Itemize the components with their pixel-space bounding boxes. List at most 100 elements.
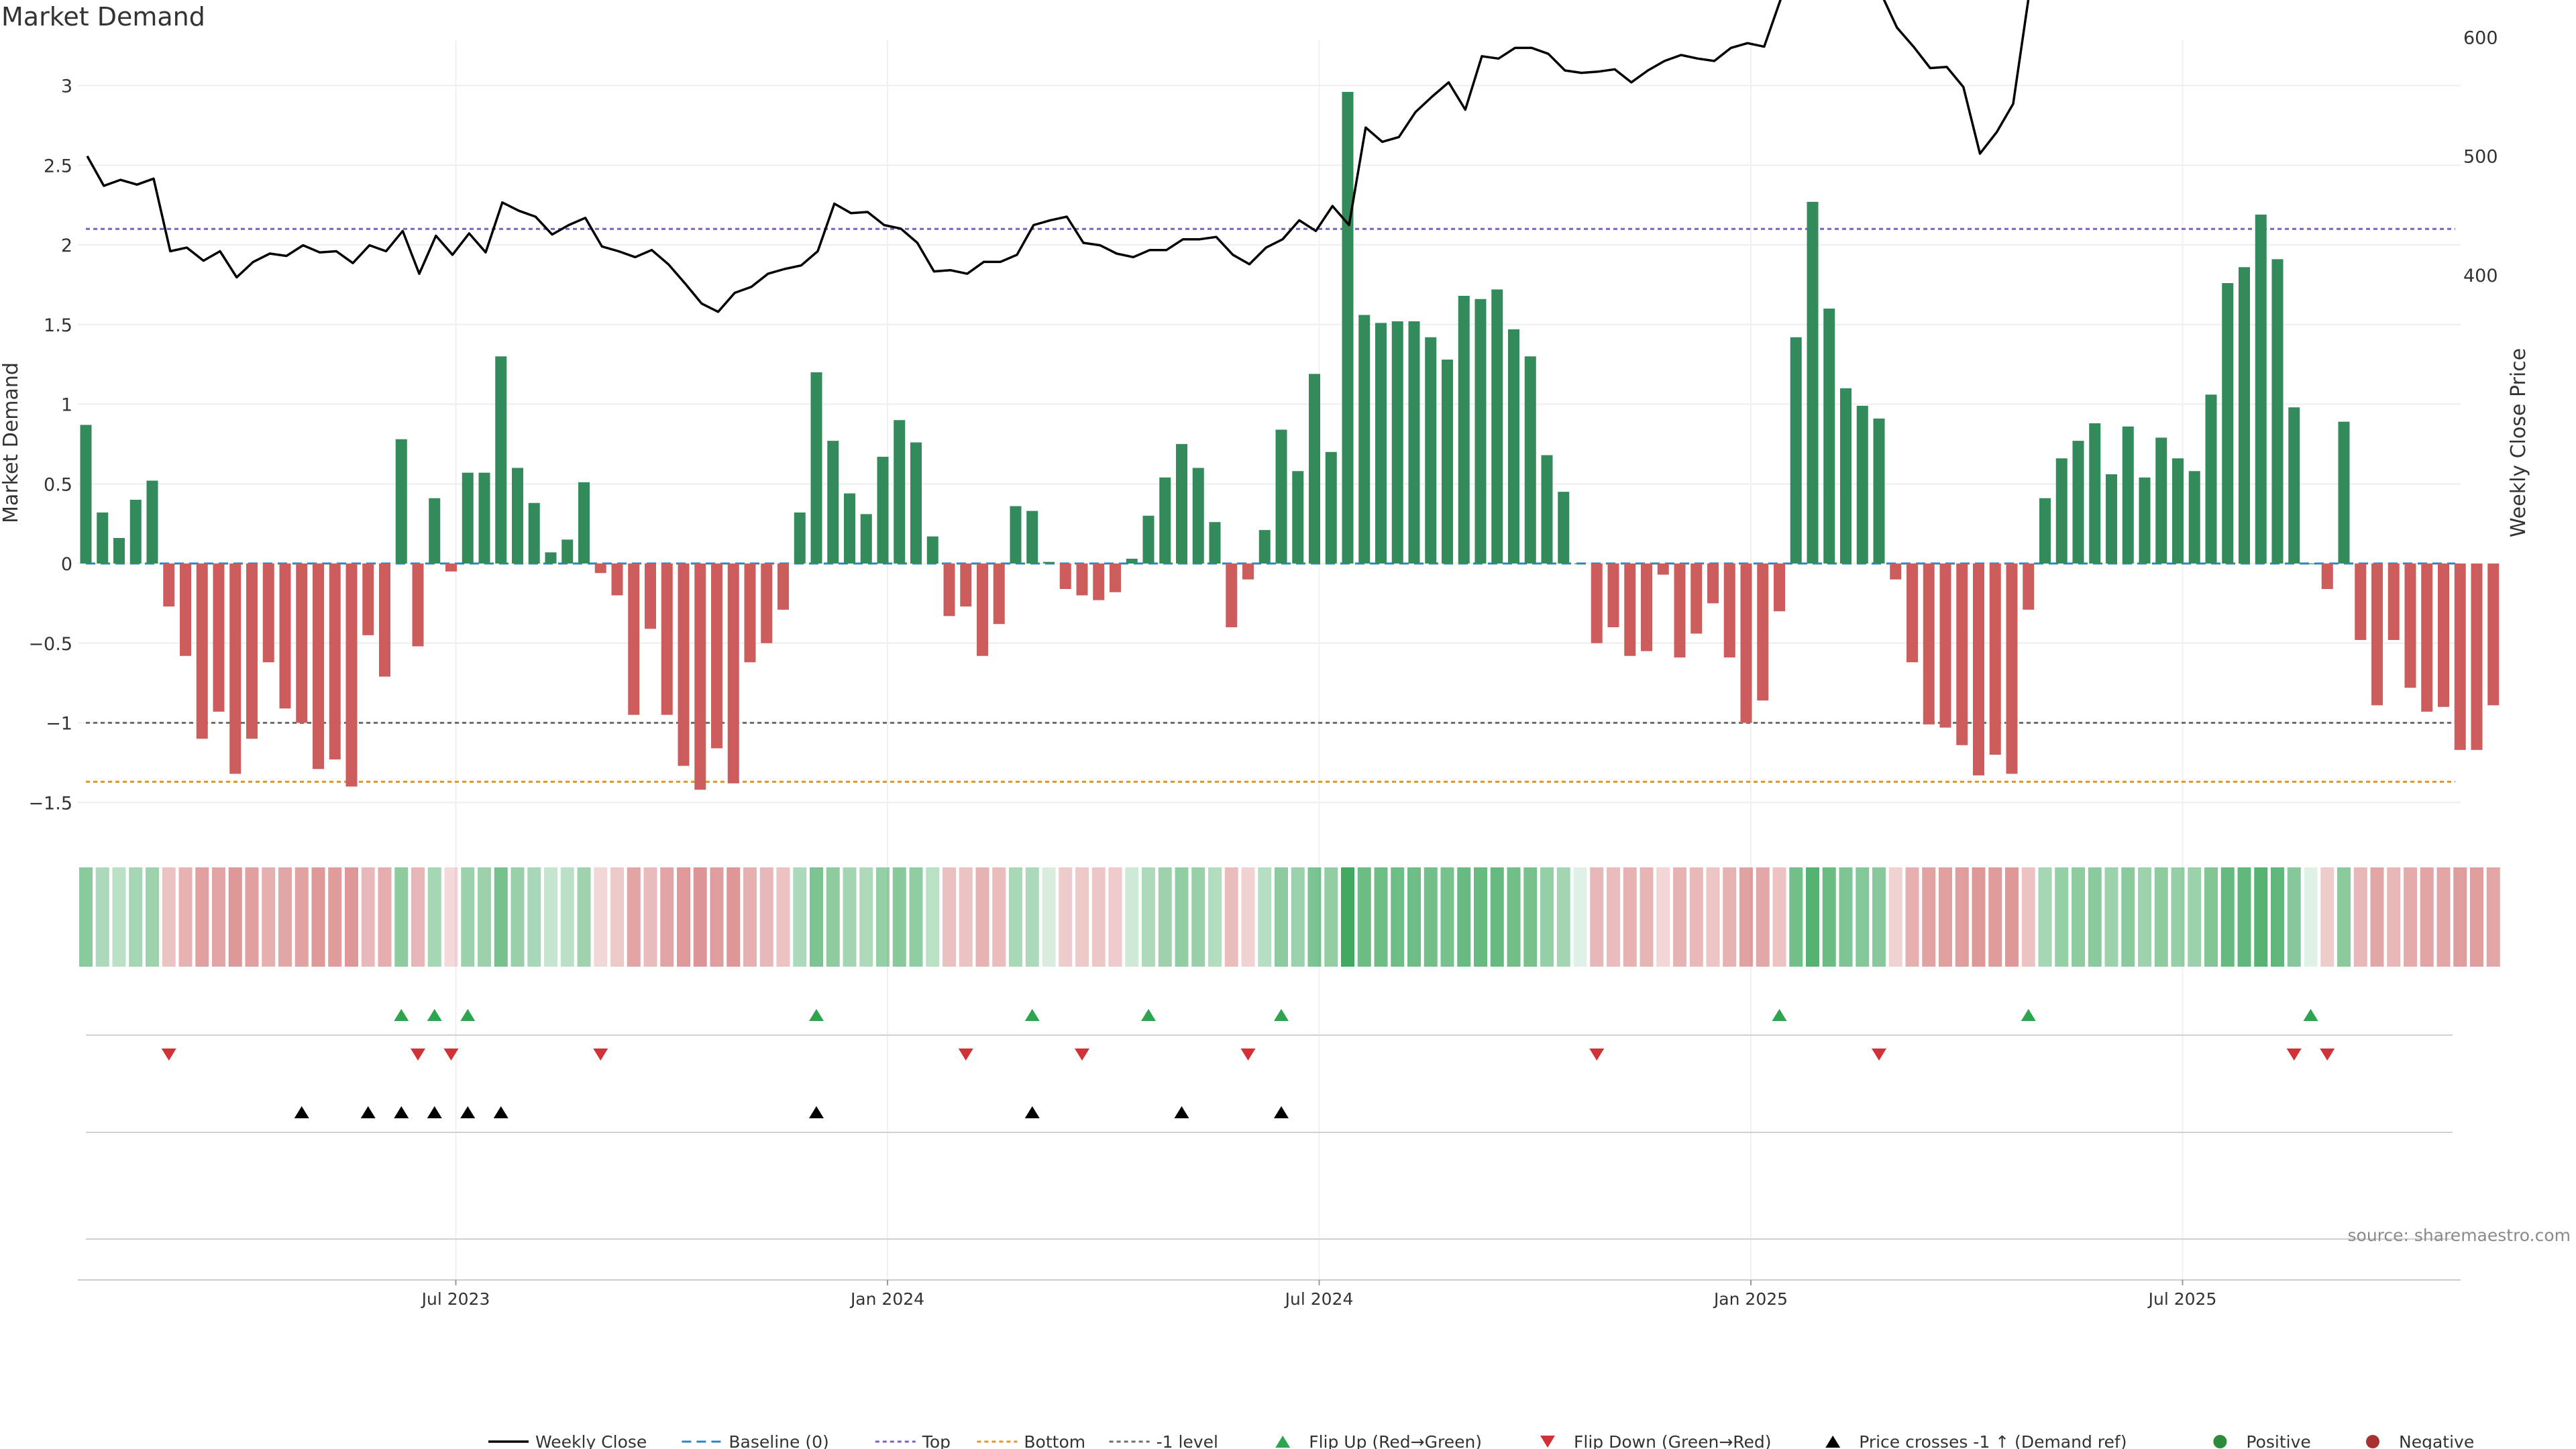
y-tick-label: 3: [61, 76, 72, 97]
heat-cell: [1939, 867, 1952, 967]
demand-bar: [213, 564, 225, 712]
heat-cell: [1556, 867, 1570, 967]
demand-bar: [2039, 498, 2051, 564]
x-tick-label: Jan 2024: [849, 1289, 924, 1309]
demand-bar: [2487, 564, 2500, 706]
heat-cell: [1291, 867, 1305, 967]
weekly-close-line: [86, 0, 2030, 313]
heat-cell: [660, 867, 674, 967]
heat-cell: [926, 867, 940, 967]
heat-cell: [1175, 867, 1189, 967]
heat-cell: [975, 867, 989, 967]
heat-cell: [627, 867, 641, 967]
x-tick-label: Jul 2023: [421, 1289, 490, 1309]
heat-cell: [710, 867, 724, 967]
heat-cell: [146, 867, 159, 967]
demand-bar: [744, 564, 756, 663]
y-tick-label: −1.5: [28, 793, 72, 814]
demand-bar: [1358, 315, 1371, 564]
heat-cell: [1407, 867, 1421, 967]
heat-cell: [1955, 867, 1969, 967]
demand-bars: [80, 92, 2500, 790]
heat-cell: [1673, 867, 1686, 967]
legend-item: Top: [875, 1432, 951, 1449]
weekly-close-series: [86, 0, 2030, 313]
flip-up-marker: [1024, 1009, 1040, 1021]
demand-bar: [362, 564, 374, 635]
heat-cell: [1191, 867, 1205, 967]
legend-label: Flip Down (Green→Red): [1574, 1432, 1772, 1449]
price-cross-marker: [493, 1106, 508, 1118]
demand-bar: [462, 472, 474, 564]
demand-bar: [246, 564, 258, 739]
heat-cell: [195, 867, 209, 967]
demand-bar: [1292, 471, 1304, 564]
demand-bar: [678, 564, 690, 766]
demand-heat-strip: [79, 867, 2500, 967]
demand-bar: [2155, 437, 2167, 564]
heat-cell: [1507, 867, 1521, 967]
demand-bar: [528, 502, 540, 564]
heat-cell: [245, 867, 259, 967]
legend-swatch-triangle-down: [1540, 1436, 1555, 1448]
flip-up-marker: [1274, 1009, 1289, 1021]
flip-down-marker: [161, 1049, 176, 1061]
demand-bar: [2106, 474, 2117, 564]
heat-cell: [1324, 867, 1338, 967]
signal-markers: [86, 1009, 2453, 1240]
demand-bar: [1242, 564, 1254, 580]
flip-down-marker: [1075, 1049, 1089, 1061]
demand-bar: [877, 456, 889, 564]
heat-cell: [544, 867, 557, 967]
demand-bar: [1110, 564, 1121, 592]
demand-bar: [2006, 564, 2018, 774]
demand-bar: [611, 564, 623, 596]
demand-bar: [97, 513, 109, 564]
heat-cell: [79, 867, 93, 967]
demand-bar: [1192, 468, 1204, 564]
heat-cell: [2304, 867, 2318, 967]
demand-bar: [943, 564, 955, 616]
heat-cell: [95, 867, 109, 967]
demand-bar: [2122, 426, 2134, 564]
heat-cell: [378, 867, 392, 967]
demand-bar: [545, 552, 557, 564]
demand-bar: [1973, 564, 1984, 775]
demand-bar: [810, 372, 822, 564]
demand-bar: [645, 564, 656, 629]
heat-cell: [1573, 867, 1587, 967]
heat-cell: [1872, 867, 1886, 967]
flip-down-marker: [1872, 1049, 1886, 1061]
demand-bar: [894, 420, 906, 564]
demand-bar: [129, 500, 142, 564]
demand-bar: [2288, 407, 2300, 564]
x-axis: Jul 2023 Jan 2024 Jul 2024 Jan 2025 Jul 2025: [78, 1279, 2461, 1309]
heat-cell: [693, 867, 707, 967]
demand-bar: [1807, 201, 1819, 564]
heat-cell: [1241, 867, 1255, 967]
demand-bar: [1209, 522, 1221, 564]
demand-bar: [1723, 564, 1735, 658]
price-cross-marker: [427, 1106, 442, 1118]
heat-cell: [2337, 867, 2351, 967]
demand-bar: [279, 564, 291, 709]
heat-cell: [1457, 867, 1471, 967]
heat-cell: [527, 867, 541, 967]
heat-cell: [2021, 867, 2035, 967]
demand-bar: [2355, 564, 2367, 640]
demand-bar: [2471, 564, 2483, 750]
heat-cell: [278, 867, 292, 967]
demand-bar: [628, 564, 640, 715]
y-tick-label: −1: [46, 714, 72, 735]
demand-bar: [1690, 564, 1703, 634]
heat-cell: [1756, 867, 1770, 967]
demand-bar: [993, 564, 1005, 625]
heat-cell: [2353, 867, 2367, 967]
demand-bar: [1790, 337, 1802, 564]
demand-bar: [512, 468, 523, 564]
demand-bar: [1641, 564, 1652, 651]
demand-bar: [794, 513, 806, 564]
heat-cell: [1922, 867, 1936, 967]
legend-item: Bottom: [977, 1432, 1085, 1449]
heat-cell: [494, 867, 508, 967]
